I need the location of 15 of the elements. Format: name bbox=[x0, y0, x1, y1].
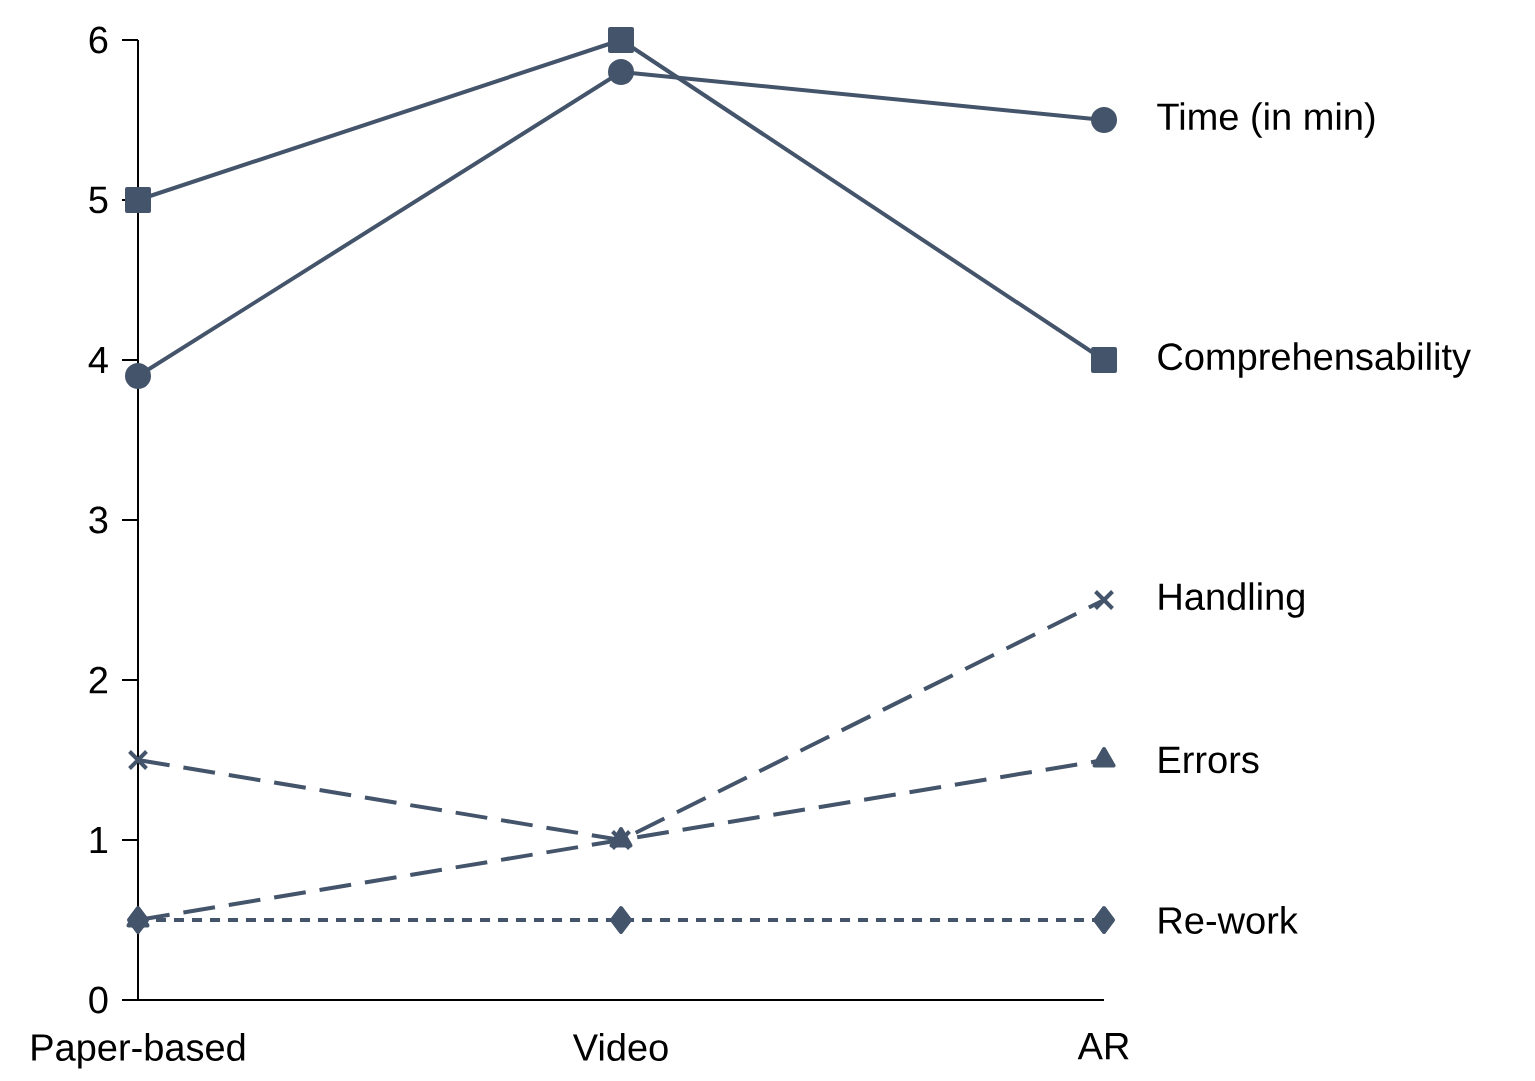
series-label: Comprehensability bbox=[1158, 342, 1471, 378]
y-tick-label: 2 bbox=[89, 666, 108, 694]
y-tick-label: 0 bbox=[89, 986, 108, 1014]
legend-label: Time (in min) bbox=[1157, 102, 1375, 138]
x-tick-label: AR bbox=[1077, 1033, 1129, 1060]
series-label: Errors bbox=[1159, 746, 1259, 774]
series-label: Re-work bbox=[1159, 905, 1298, 934]
x-tick-label: Paper-based bbox=[32, 1032, 245, 1069]
y-tick-label: 1 bbox=[90, 826, 108, 853]
y-tick-label: 5 bbox=[89, 186, 108, 214]
y-tick-label: 4 bbox=[88, 346, 108, 373]
y-tick-label: 6 bbox=[89, 26, 108, 54]
y-tick-label: 3 bbox=[89, 506, 108, 534]
x-tick-label: Video bbox=[572, 1032, 668, 1061]
series-label: Handling bbox=[1159, 582, 1304, 618]
